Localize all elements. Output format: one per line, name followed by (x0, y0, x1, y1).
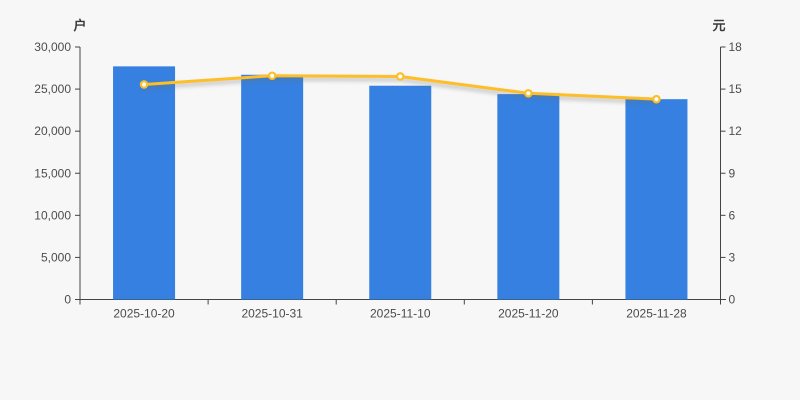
y-axis-left-tick-label: 20,000 (34, 124, 71, 138)
bar[interactable] (241, 74, 304, 300)
bar-series (113, 66, 688, 300)
y-axis-left-tick-label: 15,000 (34, 166, 71, 180)
y-axis-right-tick-label: 15 (729, 82, 743, 96)
x-axis-category-label: 2025-11-10 (370, 307, 431, 321)
y-axis-left-tick-label: 0 (64, 293, 71, 307)
y-axis-right-tick-label: 3 (729, 250, 736, 264)
x-axis-category-label: 2025-10-20 (113, 307, 175, 321)
y-axis-right-tick-label: 18 (729, 40, 743, 54)
bar[interactable] (369, 85, 432, 300)
y-axis-left-tick-label: 30,000 (34, 40, 71, 54)
x-axis-category-label: 2025-11-28 (626, 307, 687, 321)
bar[interactable] (625, 99, 688, 300)
bar[interactable] (497, 94, 560, 300)
y-axis-left-tick-label: 5,000 (41, 250, 71, 264)
line-marker[interactable] (524, 88, 533, 98)
line-series (139, 71, 661, 104)
bar[interactable] (113, 66, 176, 300)
left-axis-unit-label: 户 (73, 18, 86, 33)
line-marker[interactable] (652, 94, 661, 104)
y-axis-right-tick-label: 0 (729, 293, 736, 307)
line-marker[interactable] (395, 72, 405, 81)
x-axis-category-label: 2025-10-31 (241, 307, 303, 321)
y-axis-left-tick-label: 10,000 (34, 208, 71, 222)
x-axis-category-label: 2025-11-20 (498, 307, 559, 321)
y-axis-left-tick-label: 25,000 (34, 82, 71, 96)
axis-labels-layer: 0 5,000 10,000 15,000 20,000 25,000 30,000 0 3 6 9… (34, 40, 742, 321)
y-axis-right-tick-label: 12 (729, 124, 743, 138)
line-marker[interactable] (139, 80, 149, 89)
y-axis-right-tick-label: 9 (729, 166, 736, 180)
line-marker[interactable] (267, 71, 277, 81)
right-axis-unit-label: 元 (712, 18, 725, 33)
y-axis-right-tick-label: 6 (729, 208, 736, 222)
